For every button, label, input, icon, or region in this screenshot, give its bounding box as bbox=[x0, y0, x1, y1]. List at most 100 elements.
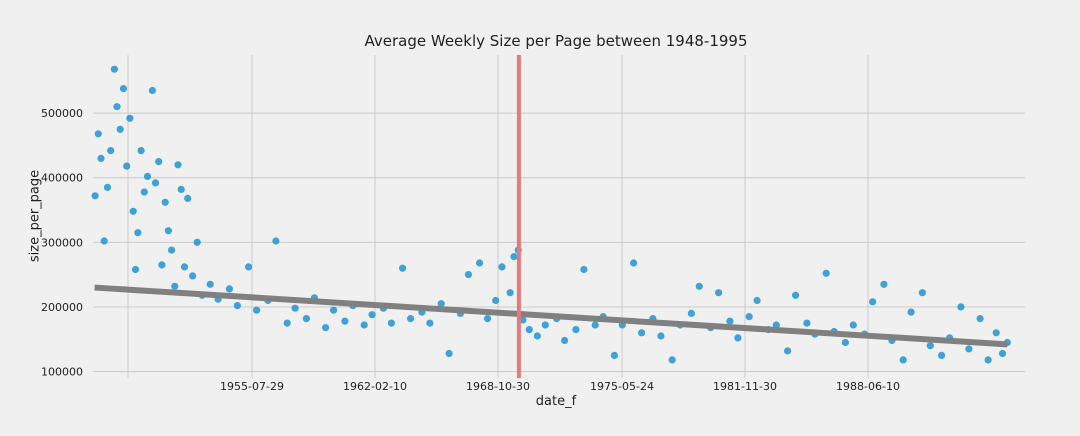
scatter-point-108 bbox=[899, 356, 907, 364]
scatter-point-58 bbox=[445, 349, 453, 358]
scatter-point-36 bbox=[233, 302, 241, 310]
x-tick-label-5: 1988-06-10 bbox=[836, 380, 900, 393]
scatter-point-69 bbox=[525, 326, 533, 334]
scatter-point-50 bbox=[368, 311, 376, 319]
scatter-point-83 bbox=[657, 332, 665, 340]
scatter-point-80 bbox=[630, 259, 638, 267]
scatter-point-106 bbox=[880, 280, 888, 288]
scatter-point-17 bbox=[143, 172, 152, 180]
scatter-point-66 bbox=[510, 253, 518, 261]
scatter-point-63 bbox=[492, 296, 500, 305]
scatter-point-81 bbox=[638, 329, 646, 337]
scatter-point-118 bbox=[992, 329, 1000, 337]
scatter-point-64 bbox=[498, 263, 506, 271]
x-tick-label-4: 1981-11-30 bbox=[713, 380, 777, 393]
scatter-point-33 bbox=[206, 280, 214, 288]
scatter-point-71 bbox=[541, 321, 549, 329]
scatter-point-19 bbox=[151, 179, 160, 187]
scatter-point-43 bbox=[302, 315, 310, 323]
scatter-point-115 bbox=[965, 345, 973, 353]
scatter-point-114 bbox=[957, 303, 965, 311]
scatter-point-117 bbox=[984, 356, 992, 364]
scatter-point-52 bbox=[387, 319, 395, 327]
scatter-point-46 bbox=[330, 306, 338, 314]
scatter-point-62 bbox=[484, 315, 492, 323]
scatter-point-38 bbox=[253, 306, 261, 314]
x-tick-label-3: 1975-05-24 bbox=[590, 380, 654, 393]
scatter-point-18 bbox=[148, 86, 156, 95]
scatter-point-112 bbox=[938, 351, 946, 359]
scatter-point-4 bbox=[103, 183, 112, 191]
scatter-point-37 bbox=[245, 263, 253, 271]
scatter-point-9 bbox=[119, 85, 128, 93]
scatter-point-1 bbox=[94, 130, 102, 138]
scatter-point-92 bbox=[745, 313, 753, 321]
scatter-point-47 bbox=[341, 317, 349, 325]
x-axis-label: date_f bbox=[535, 394, 577, 409]
scatter-point-2 bbox=[97, 154, 105, 162]
scatter-point-14 bbox=[134, 229, 142, 237]
scatter-point-97 bbox=[792, 291, 800, 299]
scatter-point-60 bbox=[464, 271, 472, 279]
scatter-point-116 bbox=[976, 315, 984, 323]
scatter-point-65 bbox=[506, 289, 514, 297]
scatter-point-15 bbox=[137, 147, 145, 155]
scatter-point-73 bbox=[561, 336, 569, 345]
scatter-point-86 bbox=[687, 309, 696, 317]
y-tick-label-4: 500000 bbox=[41, 107, 83, 120]
scatter-point-27 bbox=[177, 185, 185, 193]
scatter-point-56 bbox=[426, 319, 434, 327]
scatter-point-45 bbox=[322, 324, 330, 332]
scatter-point-74 bbox=[572, 326, 580, 334]
scatter-point-22 bbox=[161, 198, 169, 206]
y-tick-label-1: 200000 bbox=[41, 301, 83, 314]
scatter-point-84 bbox=[668, 356, 676, 364]
scatter-point-68 bbox=[519, 316, 527, 324]
y-tick-label-3: 400000 bbox=[41, 172, 83, 185]
scatter-point-11 bbox=[126, 114, 134, 122]
y-tick-label-2: 300000 bbox=[41, 236, 83, 249]
scatter-point-110 bbox=[918, 289, 927, 297]
scatter-point-31 bbox=[193, 238, 201, 246]
scatter-point-5 bbox=[107, 147, 115, 155]
scatter-point-16 bbox=[140, 188, 148, 196]
scatter-point-102 bbox=[841, 338, 850, 347]
scatter-point-100 bbox=[822, 269, 830, 277]
scatter-point-29 bbox=[184, 194, 192, 202]
scatter-point-28 bbox=[180, 263, 189, 271]
scatter-point-10 bbox=[123, 162, 131, 170]
chart-title: Average Weekly Size per Page between 194… bbox=[364, 32, 748, 50]
scatter-point-20 bbox=[155, 158, 163, 166]
scatter-point-111 bbox=[926, 342, 934, 350]
scatter-point-105 bbox=[869, 298, 877, 306]
scatter-point-23 bbox=[164, 227, 172, 235]
scatter-point-26 bbox=[174, 161, 182, 169]
scatter-point-21 bbox=[158, 261, 166, 269]
scatter-point-3 bbox=[100, 237, 108, 245]
scatter-point-75 bbox=[580, 265, 588, 274]
scatter-point-6 bbox=[110, 65, 118, 73]
scatter-point-93 bbox=[753, 296, 761, 305]
scatter-point-41 bbox=[283, 319, 291, 327]
scatter-point-49 bbox=[360, 321, 368, 329]
x-tick-label-1: 1962-02-10 bbox=[343, 380, 407, 393]
scatter-point-35 bbox=[225, 285, 233, 293]
scatter-point-87 bbox=[695, 282, 703, 290]
scatter-point-7 bbox=[113, 103, 121, 111]
y-tick-label-0: 100000 bbox=[41, 366, 83, 379]
scatter-point-91 bbox=[734, 334, 742, 342]
scatter-point-54 bbox=[407, 315, 415, 323]
scatter-point-90 bbox=[726, 317, 734, 325]
scatter-point-25 bbox=[171, 282, 179, 290]
scatter-point-95 bbox=[772, 321, 780, 329]
scatter-point-96 bbox=[784, 347, 792, 355]
scatter-point-103 bbox=[849, 321, 857, 329]
x-tick-label-2: 1968-10-30 bbox=[466, 380, 530, 393]
scatter-point-30 bbox=[189, 272, 197, 280]
scatter-point-8 bbox=[116, 125, 124, 133]
y-axis-label: size_per_page bbox=[27, 169, 43, 263]
scatter-point-89 bbox=[715, 289, 723, 297]
scatter-point-119 bbox=[998, 349, 1007, 358]
